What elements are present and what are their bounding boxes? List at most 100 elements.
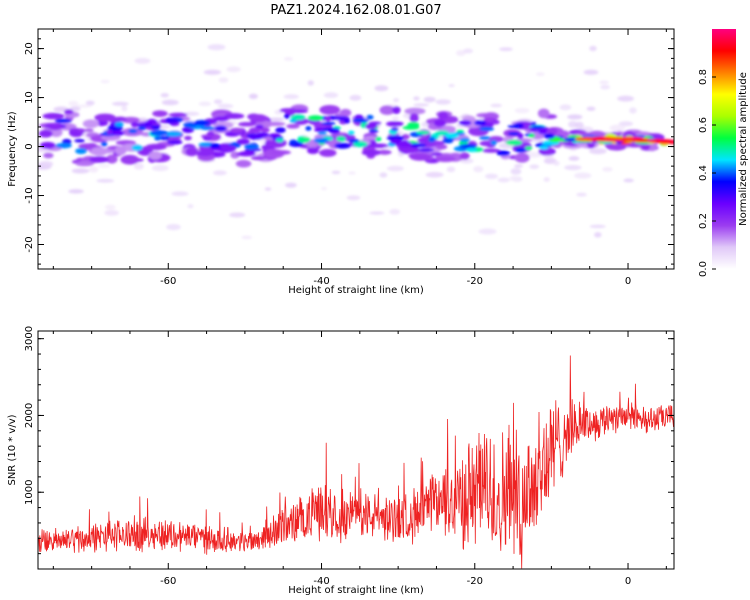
spectrogram-y-ticks: 20 10 0 -10 -20 — [24, 28, 674, 265]
spectral-blob — [442, 137, 454, 144]
spectral-blob — [106, 129, 114, 135]
spectral-blob — [38, 160, 54, 168]
spectral-blob — [398, 146, 420, 154]
spectral-blob — [275, 138, 284, 143]
spectral-blob — [481, 148, 501, 153]
spectral-blob — [567, 114, 583, 120]
spectral-blob — [49, 127, 63, 138]
spectral-blob — [150, 125, 161, 130]
spectral-blob — [505, 139, 523, 146]
spectral-blob — [100, 141, 108, 147]
spectral-blob — [425, 171, 444, 178]
spectral-blob — [120, 154, 140, 165]
spectral-blob — [617, 95, 635, 102]
x-tick-label: -20 — [467, 276, 483, 287]
spectral-blob — [435, 99, 451, 105]
spectral-blob — [473, 165, 484, 173]
spectral-blob — [369, 211, 385, 215]
spectral-blob — [444, 116, 459, 123]
spectral-blob — [543, 177, 550, 182]
spectrogram-x-label: Height of straight line (km) — [288, 285, 424, 296]
spectral-blob — [583, 69, 599, 75]
spectral-blob — [437, 111, 449, 120]
spectral-blob — [361, 149, 381, 156]
spectral-blob — [39, 141, 56, 149]
y-tick-label: -10 — [24, 187, 35, 203]
spectral-blob — [525, 146, 533, 151]
spectral-blob — [490, 139, 498, 146]
spectral-blob — [106, 154, 118, 164]
snr-y-ticks: 1000 2000 3000 — [24, 326, 674, 570]
spectral-blob — [187, 204, 194, 209]
spectral-blob — [185, 147, 198, 157]
spectral-blob — [538, 128, 548, 135]
spectral-blob — [263, 121, 286, 127]
spectral-blob — [283, 94, 299, 100]
spectral-blob — [235, 159, 252, 168]
spectral-blob — [576, 192, 587, 197]
spectral-blob — [543, 133, 555, 139]
spectral-blob — [289, 119, 298, 123]
spectral-blob — [229, 212, 246, 218]
spectral-blob — [85, 100, 95, 106]
spectral-blob — [198, 101, 212, 107]
spectral-blob — [435, 144, 448, 150]
spectral-blob — [98, 164, 111, 168]
spectral-blob — [159, 135, 170, 141]
spectral-blob — [260, 127, 270, 133]
spectral-blob — [365, 123, 378, 130]
spectral-blob — [200, 134, 215, 138]
spectral-blob — [230, 127, 244, 134]
spectral-blob — [509, 175, 519, 182]
spectral-blob — [537, 108, 550, 119]
spectral-blob — [479, 136, 491, 140]
colorbar-gradient — [712, 29, 736, 269]
spectral-blob — [600, 84, 611, 90]
colorbar-label: Normalized spectral amplitude — [738, 72, 749, 226]
spectral-blob — [446, 166, 456, 173]
spectral-blob — [321, 121, 336, 126]
spectral-blob — [514, 108, 530, 114]
figure-title: PAZ1.2024.162.08.01.G07 — [270, 3, 441, 18]
spectral-blob — [207, 44, 226, 51]
snr-frame — [37, 330, 675, 570]
spectral-blob — [305, 140, 316, 147]
spectral-blob — [618, 121, 634, 127]
spectral-blob — [456, 129, 464, 133]
spectral-blob — [490, 103, 503, 108]
colorbar-tick-label: 0.2 — [698, 213, 709, 229]
spectral-blob — [42, 112, 65, 120]
spectral-blob — [241, 235, 253, 240]
snr-y-label: SNR (10 * v/v) — [7, 414, 18, 485]
spectral-blob — [413, 103, 430, 107]
spectral-blob — [525, 151, 542, 158]
spectral-blob — [214, 116, 229, 122]
y-tick-label: 20 — [24, 42, 35, 55]
snr-x-ticks: -60 -40 -20 0 — [52, 331, 667, 587]
spectral-blob — [377, 149, 392, 155]
spectral-blob — [390, 127, 399, 132]
spectral-blob — [349, 94, 362, 101]
spectrogram-frame — [37, 28, 675, 270]
spectral-blob — [184, 135, 192, 141]
spectral-blob — [347, 130, 355, 135]
spectral-blob — [623, 178, 634, 183]
spectral-blob — [514, 152, 530, 163]
spectral-blob — [160, 93, 169, 98]
spectral-blob — [588, 148, 607, 155]
spectral-blob — [268, 133, 281, 138]
spectral-blob — [421, 121, 429, 128]
spectral-blob — [379, 172, 388, 178]
spectrogram-panel: -60 -40 -20 0 20 10 0 -10 -20 Height of straigh… — [7, 28, 675, 296]
spectral-blob — [290, 114, 306, 121]
spectral-blob — [459, 137, 471, 143]
x-tick-label: 0 — [625, 276, 631, 287]
spectrogram-x-ticks: -60 -40 -20 0 — [52, 29, 667, 287]
colorbar-tick-label: 0.6 — [698, 117, 709, 133]
spectral-blob — [386, 135, 405, 141]
spectral-blob — [249, 134, 264, 141]
spectral-blob — [75, 148, 87, 155]
spectral-blob — [83, 128, 94, 133]
spectral-blob — [218, 77, 229, 83]
